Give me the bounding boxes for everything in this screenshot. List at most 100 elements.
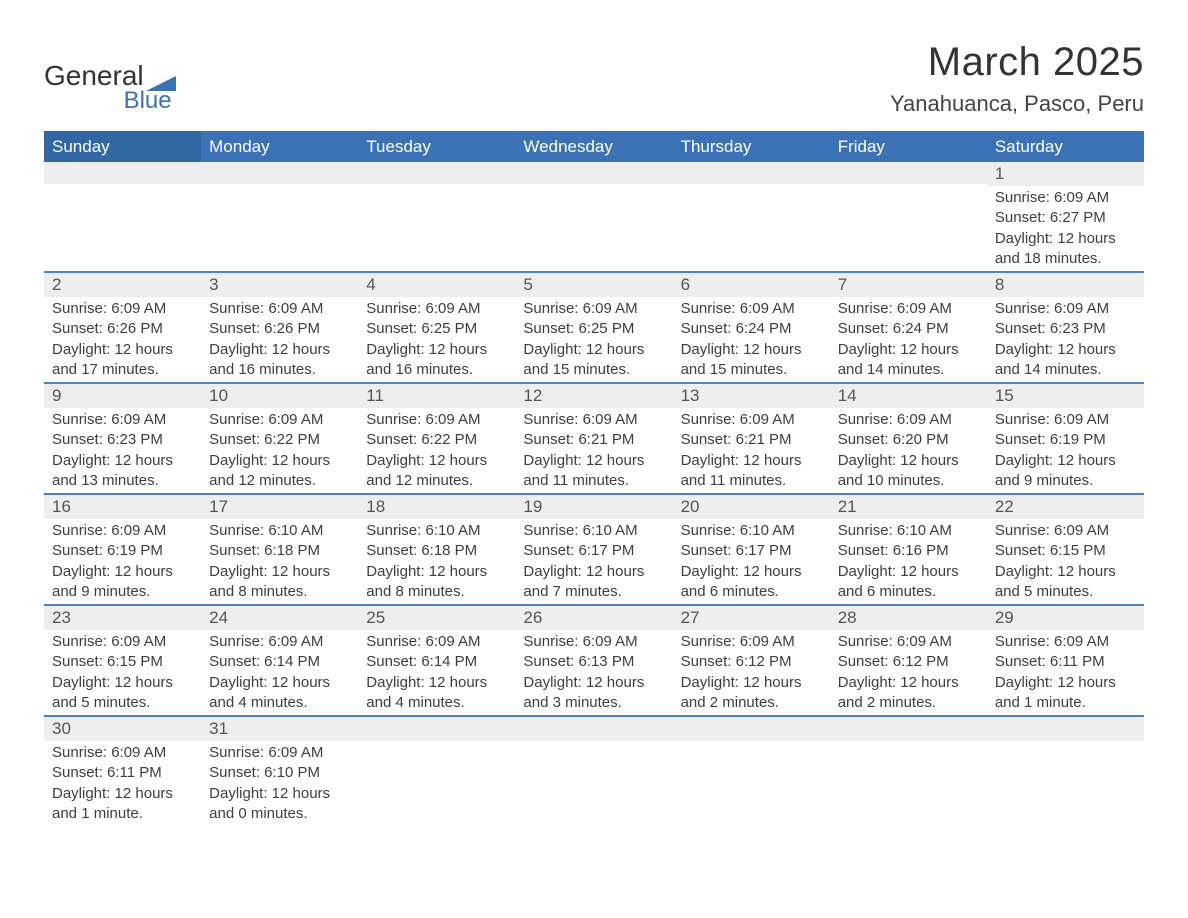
day-number: 10 [201,382,358,408]
calendar-empty-cell [987,715,1144,826]
sunrise-text: Sunrise: 6:10 AM [209,521,350,541]
day-number: 8 [987,271,1144,297]
calendar-empty-cell [830,715,987,826]
calendar-day-cell: 28Sunrise: 6:09 AMSunset: 6:12 PMDayligh… [830,604,987,715]
calendar-day-cell: 29Sunrise: 6:09 AMSunset: 6:11 PMDayligh… [987,604,1144,715]
sunrise-text: Sunrise: 6:09 AM [523,632,664,652]
title-block: March 2025 Yanahuanca, Pasco, Peru [890,40,1144,117]
calendar-day-cell: 4Sunrise: 6:09 AMSunset: 6:25 PMDaylight… [358,271,515,382]
day-number: 27 [673,604,830,630]
calendar-day-cell: 5Sunrise: 6:09 AMSunset: 6:25 PMDaylight… [515,271,672,382]
daylight-text: Daylight: 12 hours and 13 minutes. [52,451,193,492]
calendar-day-cell: 6Sunrise: 6:09 AMSunset: 6:24 PMDaylight… [673,271,830,382]
day-number: 6 [673,271,830,297]
daylight-text: Daylight: 12 hours and 9 minutes. [52,562,193,603]
day-number: 9 [44,382,201,408]
daylight-text: Daylight: 12 hours and 0 minutes. [209,784,350,825]
daylight-text: Daylight: 12 hours and 12 minutes. [366,451,507,492]
sunset-text: Sunset: 6:22 PM [366,430,507,450]
calendar-day-cell: 19Sunrise: 6:10 AMSunset: 6:17 PMDayligh… [515,493,672,604]
daylight-text: Daylight: 12 hours and 14 minutes. [995,340,1136,381]
sunrise-text: Sunrise: 6:09 AM [52,299,193,319]
day-info: Sunrise: 6:09 AMSunset: 6:12 PMDaylight:… [673,630,830,715]
sunrise-text: Sunrise: 6:09 AM [52,521,193,541]
day-number: 20 [673,493,830,519]
day-number: 31 [201,715,358,741]
day-info: Sunrise: 6:09 AMSunset: 6:14 PMDaylight:… [358,630,515,715]
day-number: 28 [830,604,987,630]
sunrise-text: Sunrise: 6:09 AM [366,632,507,652]
day-number: 24 [201,604,358,630]
sunset-text: Sunset: 6:15 PM [52,652,193,672]
calendar-day-cell: 9Sunrise: 6:09 AMSunset: 6:23 PMDaylight… [44,382,201,493]
day-info: Sunrise: 6:10 AMSunset: 6:18 PMDaylight:… [201,519,358,604]
sunset-text: Sunset: 6:12 PM [681,652,822,672]
day-info: Sunrise: 6:10 AMSunset: 6:17 PMDaylight:… [515,519,672,604]
sunset-text: Sunset: 6:18 PM [209,541,350,561]
sunrise-text: Sunrise: 6:09 AM [681,410,822,430]
sunset-text: Sunset: 6:24 PM [681,319,822,339]
day-info: Sunrise: 6:09 AMSunset: 6:21 PMDaylight:… [673,408,830,493]
calendar-week-row: 2Sunrise: 6:09 AMSunset: 6:26 PMDaylight… [44,271,1144,382]
sunrise-text: Sunrise: 6:09 AM [523,299,664,319]
sunrise-text: Sunrise: 6:09 AM [838,299,979,319]
empty-day-body [201,184,358,269]
daylight-text: Daylight: 12 hours and 7 minutes. [523,562,664,603]
day-number: 16 [44,493,201,519]
daylight-text: Daylight: 12 hours and 6 minutes. [681,562,822,603]
day-number: 14 [830,382,987,408]
day-number: 29 [987,604,1144,630]
sunset-text: Sunset: 6:25 PM [523,319,664,339]
day-info: Sunrise: 6:09 AMSunset: 6:22 PMDaylight:… [201,408,358,493]
empty-day-body [830,184,987,269]
day-number: 15 [987,382,1144,408]
day-number: 2 [44,271,201,297]
daylight-text: Daylight: 12 hours and 4 minutes. [366,673,507,714]
day-info: Sunrise: 6:09 AMSunset: 6:26 PMDaylight:… [201,297,358,382]
sunrise-text: Sunrise: 6:09 AM [209,632,350,652]
weekday-header: Sunday [44,131,201,162]
sunset-text: Sunset: 6:13 PM [523,652,664,672]
daylight-text: Daylight: 12 hours and 16 minutes. [366,340,507,381]
weekday-header: Thursday [673,131,830,162]
empty-day-strip [358,715,515,741]
sunset-text: Sunset: 6:19 PM [52,541,193,561]
day-number: 3 [201,271,358,297]
calendar-day-cell: 24Sunrise: 6:09 AMSunset: 6:14 PMDayligh… [201,604,358,715]
daylight-text: Daylight: 12 hours and 3 minutes. [523,673,664,714]
day-number: 13 [673,382,830,408]
day-info: Sunrise: 6:09 AMSunset: 6:25 PMDaylight:… [358,297,515,382]
calendar-day-cell: 21Sunrise: 6:10 AMSunset: 6:16 PMDayligh… [830,493,987,604]
empty-day-strip [830,162,987,184]
calendar-empty-cell [44,162,201,271]
weekday-header: Tuesday [358,131,515,162]
sunrise-text: Sunrise: 6:10 AM [838,521,979,541]
sunset-text: Sunset: 6:11 PM [52,763,193,783]
day-number: 5 [515,271,672,297]
sunset-text: Sunset: 6:17 PM [523,541,664,561]
day-number: 17 [201,493,358,519]
day-info: Sunrise: 6:09 AMSunset: 6:13 PMDaylight:… [515,630,672,715]
day-info: Sunrise: 6:09 AMSunset: 6:14 PMDaylight:… [201,630,358,715]
calendar-day-cell: 8Sunrise: 6:09 AMSunset: 6:23 PMDaylight… [987,271,1144,382]
empty-day-strip [201,162,358,184]
weekday-header: Wednesday [515,131,672,162]
sunrise-text: Sunrise: 6:09 AM [995,521,1136,541]
weekday-header: Saturday [987,131,1144,162]
sunrise-text: Sunrise: 6:09 AM [52,743,193,763]
day-number: 18 [358,493,515,519]
day-info: Sunrise: 6:09 AMSunset: 6:23 PMDaylight:… [987,297,1144,382]
daylight-text: Daylight: 12 hours and 10 minutes. [838,451,979,492]
sunset-text: Sunset: 6:20 PM [838,430,979,450]
sunrise-text: Sunrise: 6:09 AM [209,410,350,430]
day-info: Sunrise: 6:09 AMSunset: 6:19 PMDaylight:… [987,408,1144,493]
sunrise-text: Sunrise: 6:09 AM [995,632,1136,652]
logo: General Blue [44,40,176,115]
day-number: 26 [515,604,672,630]
calendar-week-row: 30Sunrise: 6:09 AMSunset: 6:11 PMDayligh… [44,715,1144,826]
empty-day-body [673,184,830,269]
empty-day-strip [987,715,1144,741]
empty-day-strip [673,715,830,741]
day-info: Sunrise: 6:09 AMSunset: 6:11 PMDaylight:… [44,741,201,826]
daylight-text: Daylight: 12 hours and 2 minutes. [838,673,979,714]
